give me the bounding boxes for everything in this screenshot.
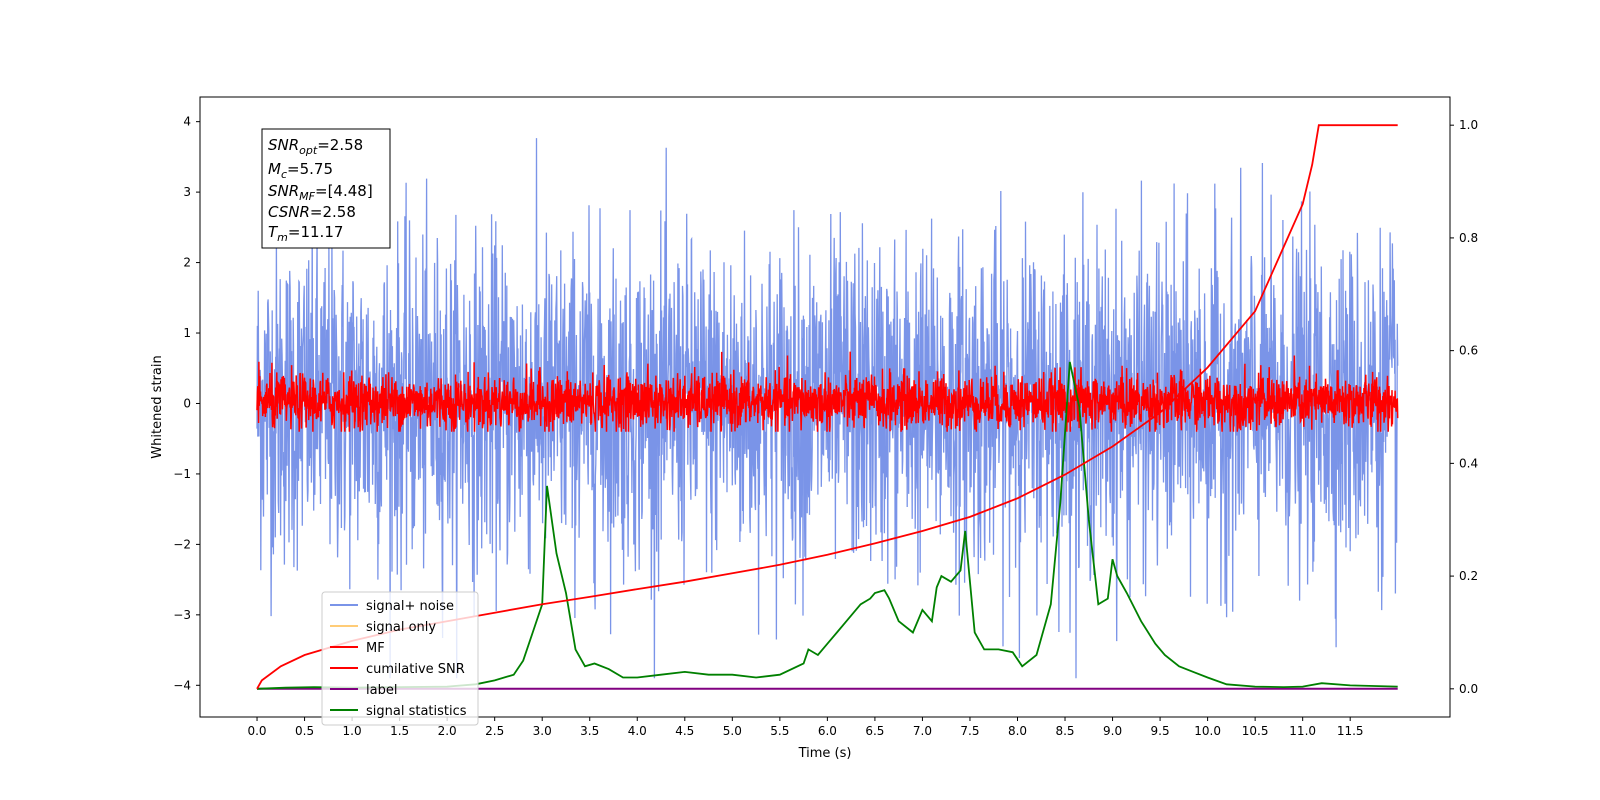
legend-label-signal-statistics: signal statistics	[366, 704, 467, 719]
x-tick-label: 8.0	[1008, 724, 1027, 738]
info-csnr: CSNR=2.58	[268, 203, 356, 221]
x-tick-label: 11.0	[1289, 724, 1316, 738]
x-tick-label: 4.0	[628, 724, 647, 738]
y-ticks-right: 0.0 0.2 0.4 0.6 0.8 1.0	[1450, 118, 1478, 696]
y-tick-label-right: 0.6	[1459, 344, 1478, 358]
y-tick-label-left: −3	[173, 608, 191, 622]
y-ticks-left: −4 −3 −2 −1 0 1 2 3 4	[173, 115, 200, 692]
y-tick-label-left: 4	[183, 115, 191, 129]
info-snr-mf-value: =[4.48]	[315, 182, 373, 200]
x-tick-label: 2.5	[485, 724, 504, 738]
info-snr-opt: SNRopt=2.58	[268, 136, 363, 157]
x-tick-label: 10.5	[1242, 724, 1269, 738]
x-tick-label: 0.0	[247, 724, 266, 738]
y-tick-label-right: 0.4	[1459, 456, 1478, 470]
info-tm-symbol: T	[268, 223, 279, 241]
x-tick-label: 1.0	[343, 724, 362, 738]
y-tick-label-left: −4	[173, 678, 191, 692]
legend: signal+ noise signal only MF cumilative …	[321, 591, 479, 726]
y-tick-label-left: −1	[173, 467, 191, 481]
info-csnr-value: =2.58	[310, 203, 356, 221]
x-tick-label: 10.0	[1194, 724, 1221, 738]
y-tick-label-right: 1.0	[1459, 118, 1478, 132]
info-tm-subscript: m	[277, 231, 288, 244]
x-tick-label: 5.5	[770, 724, 789, 738]
x-ticks: 0.0 0.5 1.0 1.5 2.0 2.5 3.0 3.5 4.0 4.5 5.0 5.5 6.0 6…	[247, 717, 1364, 738]
y-axis-label-left: Whitened strain	[150, 355, 165, 458]
y-tick-label-right: 0.0	[1459, 682, 1478, 696]
series-mf	[256, 351, 1399, 432]
legend-label-signal-only: signal only	[366, 620, 436, 635]
legend-label-signal-noise: signal+ noise	[366, 599, 454, 614]
info-mc-symbol: M	[268, 160, 281, 178]
y-tick-label-right: 0.2	[1459, 569, 1478, 583]
x-tick-label: 6.5	[865, 724, 884, 738]
x-tick-label: 4.5	[675, 724, 694, 738]
x-tick-label: 3.0	[533, 724, 552, 738]
plot-frame	[199, 96, 1451, 718]
series-signal-statistics	[256, 361, 1398, 690]
y-tick-label-left: −2	[173, 537, 191, 551]
y-tick-label-right: 0.8	[1459, 231, 1478, 245]
info-snr-opt-symbol: SNR	[268, 136, 299, 154]
info-box-frame	[261, 128, 391, 249]
legend-label-label: label	[366, 683, 397, 698]
x-tick-label: 5.0	[723, 724, 742, 738]
x-tick-label: 2.0	[438, 724, 457, 738]
x-tick-label: 8.5	[1055, 724, 1074, 738]
x-tick-label: 7.0	[913, 724, 932, 738]
legend-label-cumulative-snr: cumilative SNR	[366, 662, 465, 677]
x-tick-label: 9.5	[1151, 724, 1170, 738]
info-csnr-symbol: CSNR	[268, 203, 310, 221]
info-tm: Tm=11.17	[268, 223, 343, 244]
x-tick-label: 11.5	[1337, 724, 1364, 738]
info-snr-opt-value: =2.58	[317, 136, 363, 154]
info-snr-mf-symbol: SNR	[268, 182, 299, 200]
x-tick-label: 6.0	[818, 724, 837, 738]
y-tick-label-left: 3	[183, 185, 191, 199]
info-box: SNRopt=2.58 Mc=5.75 SNRMF=[4.48] CSNR=2.…	[261, 128, 391, 249]
y-tick-label-left: 0	[183, 396, 191, 410]
legend-frame	[321, 591, 479, 726]
y-tick-label-left: 2	[183, 256, 191, 270]
info-snr-mf: SNRMF=[4.48]	[268, 182, 373, 203]
x-tick-label: 0.5	[295, 724, 314, 738]
legend-label-mf: MF	[366, 641, 385, 656]
x-tick-label: 1.5	[390, 724, 409, 738]
info-snr-opt-subscript: opt	[299, 144, 318, 157]
info-mc-value: =5.75	[287, 160, 333, 178]
info-mc-subscript: c	[281, 168, 287, 181]
x-tick-label: 9.0	[1103, 724, 1122, 738]
x-tick-label: 3.5	[580, 724, 599, 738]
x-axis-label: Time (s)	[798, 746, 852, 761]
y-tick-label-left: 1	[183, 326, 191, 340]
x-tick-label: 7.5	[960, 724, 979, 738]
info-tm-value: =11.17	[288, 223, 344, 241]
info-snr-mf-subscript: MF	[299, 190, 315, 203]
info-mc: Mc=5.75	[268, 160, 333, 181]
